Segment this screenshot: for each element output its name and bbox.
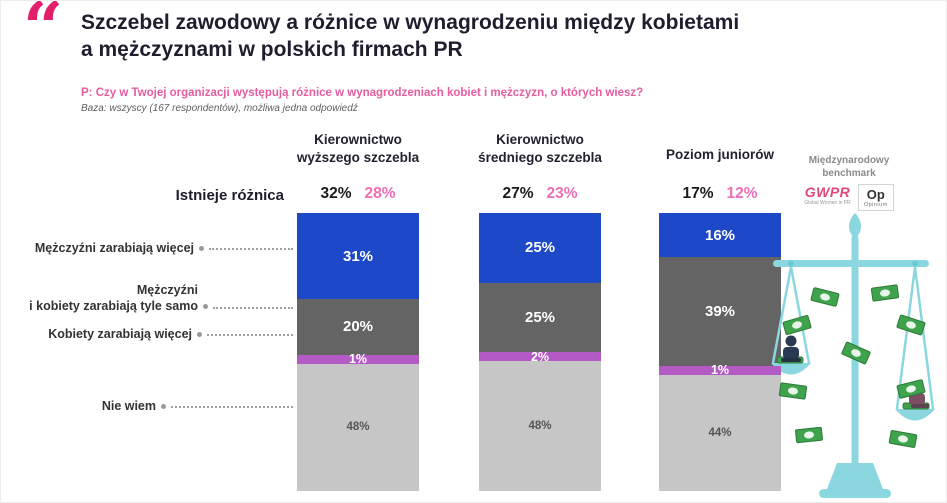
leader-line — [207, 333, 293, 336]
stacked-bar-juniors: 16% 39% 1% 44% — [659, 213, 781, 491]
difference-value: 17% — [682, 185, 714, 202]
leader-dot-icon — [197, 332, 202, 338]
segment-value: 1% — [710, 363, 730, 378]
leader-line — [213, 307, 293, 310]
opinium-logo-subtext: Opinium — [863, 202, 888, 208]
benchmark-block: Międzynarodowy benchmark GWPR Global Wom… — [794, 155, 904, 211]
bar-segment-dont-know: 48% — [479, 361, 601, 491]
difference-row-label: Istnieje różnica — [175, 187, 284, 204]
bar-segment-equal-pay: 39% — [659, 257, 781, 366]
column-header-line: średniego szczebla — [478, 149, 602, 165]
difference-value: 32% — [320, 185, 352, 202]
benchmark-value: 12% — [726, 185, 758, 202]
legend-row-men-more: Mężczyźni zarabiają więcej — [15, 241, 293, 257]
segment-value: 48% — [528, 420, 552, 432]
base-note: Baza: wszyscy (167 respondentów), możliw… — [81, 103, 358, 114]
bar-segment-dont-know: 44% — [659, 374, 781, 491]
bar-segment-women-more: 1% — [659, 363, 781, 378]
gwpr-logo: GWPR Global Women in PR — [804, 184, 851, 206]
bar-segment-dont-know: 48% — [297, 363, 419, 491]
banknotes — [778, 284, 926, 448]
column-header-line: Kierownictwo — [314, 132, 402, 147]
bar-segment-women-more: 1% — [297, 352, 419, 367]
opinium-logo-text: Op — [866, 187, 885, 202]
bar-segment-men-more: 31% — [297, 213, 419, 300]
column-header-line: Poziom juniorów — [666, 147, 774, 162]
leader-dot-icon — [161, 404, 166, 410]
leader-line — [171, 405, 293, 408]
legend-label: Nie wiem — [101, 399, 156, 413]
segment-value: 20% — [342, 318, 374, 336]
legend-row-women-more: Kobiety zarabiają więcej — [15, 327, 293, 343]
leader-dot-icon — [203, 304, 208, 310]
segment-value: 44% — [708, 426, 732, 439]
difference-values-juniors: 17% 12% — [635, 185, 805, 203]
segment-value: 16% — [704, 226, 736, 244]
segment-value: 39% — [704, 303, 736, 321]
segment-value: 25% — [524, 308, 556, 326]
column-header-line: Kierownictwo — [496, 132, 584, 147]
legend-row-equal-pay: Mężczyźni i kobiety zarabiają tyle samo — [15, 283, 293, 314]
benchmark-logos: GWPR Global Women in PR Op Opinium — [794, 184, 904, 211]
bar-segment-men-more: 16% — [659, 213, 781, 258]
legend-label: Kobiety zarabiają więcej — [48, 327, 192, 341]
gwpr-logo-text: GWPR — [804, 184, 851, 200]
segment-value: 2% — [530, 349, 550, 364]
segment-value: 1% — [348, 352, 368, 367]
column-header-senior: Kierownictwo wyższego szczebla — [273, 131, 443, 166]
survey-question: P: Czy w Twojej organizacji występują ró… — [81, 87, 644, 99]
benchmark-title-line: benchmark — [822, 167, 876, 179]
leader-line — [209, 247, 293, 250]
legend-row-dont-know: Nie wiem — [15, 399, 293, 415]
figure-left — [781, 335, 801, 362]
legend-label: Mężczyźni zarabiają więcej — [34, 241, 194, 255]
segment-value: 31% — [342, 247, 374, 265]
bar-segment-men-more: 25% — [479, 213, 601, 283]
title-line-2: a mężczyznami w polskich firmach PR — [81, 38, 463, 62]
difference-value: 27% — [502, 185, 534, 202]
column-header-line: wyższego szczebla — [296, 149, 420, 165]
column-header-juniors: Poziom juniorów — [635, 146, 805, 164]
benchmark-value: 23% — [546, 185, 578, 202]
bar-segment-women-more: 2% — [479, 349, 601, 364]
leader-dot-icon — [199, 246, 204, 252]
difference-values-senior: 32% 28% — [273, 185, 443, 203]
opinium-logo: Op Opinium — [857, 184, 894, 211]
segment-value: 48% — [346, 421, 370, 434]
gwpr-logo-subtext: Global Women in PR — [804, 200, 851, 206]
bar-segment-equal-pay: 25% — [479, 282, 601, 352]
benchmark-title-line: Międzynarodowy — [808, 155, 890, 166]
quote-icon: “ — [23, 0, 64, 69]
segment-value: 25% — [524, 239, 556, 257]
stacked-bar-middle-management: 25% 25% 2% 48% — [479, 213, 601, 491]
column-header-middle: Kierownictwo średniego szczebla — [455, 131, 625, 166]
page-title: Szczebel zawodowy a różnice w wynagrodze… — [81, 9, 739, 64]
benchmark-value: 28% — [364, 185, 396, 202]
benchmark-title: Międzynarodowy benchmark — [794, 155, 904, 180]
bar-segment-equal-pay: 20% — [297, 299, 419, 355]
legend-label-line: Mężczyźni — [136, 283, 198, 297]
legend-label: Mężczyźni i kobiety zarabiają tyle samo — [29, 283, 198, 314]
stacked-bar-senior-management: 31% 20% 1% 48% — [297, 213, 419, 491]
legend-label-line: i kobiety zarabiają tyle samo — [29, 298, 198, 313]
title-line-1: Szczebel zawodowy a różnice w wynagrodze… — [81, 11, 740, 34]
difference-values-middle: 27% 23% — [455, 185, 625, 203]
balance-scale-illustration — [771, 213, 935, 498]
